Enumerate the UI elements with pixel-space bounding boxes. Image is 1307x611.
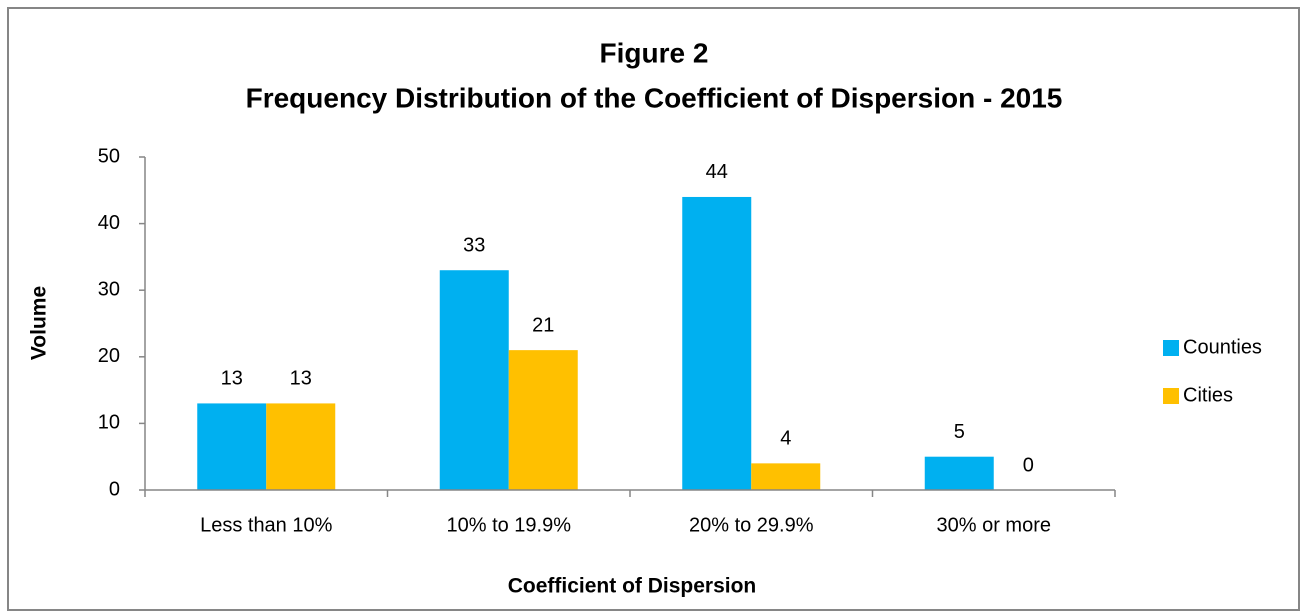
- bar: [508, 350, 578, 490]
- y-tick-label: 20: [98, 345, 120, 367]
- bar: [751, 463, 821, 490]
- legend-swatch: [1163, 388, 1179, 404]
- data-label: 5: [954, 421, 965, 443]
- data-label: 13: [290, 368, 312, 390]
- data-label: 13: [221, 368, 243, 390]
- x-tick-label: 10% to 19.9%: [446, 514, 571, 536]
- y-tick-label: 50: [98, 145, 120, 167]
- x-tick-label: 30% or more: [937, 514, 1052, 536]
- bar: [266, 403, 336, 490]
- bar: [924, 456, 994, 490]
- y-tick-label: 40: [98, 212, 120, 234]
- data-label: 21: [532, 314, 554, 336]
- bar: [197, 403, 267, 490]
- chart-border: [7, 7, 1300, 611]
- x-tick-label: 20% to 29.9%: [689, 514, 814, 536]
- bar: [682, 196, 752, 490]
- y-axis-label: Volume: [28, 286, 51, 360]
- legend-label: Counties: [1183, 336, 1262, 358]
- data-label: 44: [706, 161, 728, 183]
- y-tick-label: 0: [109, 478, 120, 500]
- data-label: 0: [1023, 454, 1034, 476]
- y-tick-label: 30: [98, 278, 120, 300]
- y-tick-label: 10: [98, 412, 120, 434]
- x-tick-label: Less than 10%: [200, 514, 333, 536]
- bar: [439, 270, 509, 490]
- chart-subtitle: Frequency Distribution of the Coefficien…: [246, 82, 1063, 113]
- legend-label: Cities: [1183, 384, 1233, 406]
- x-axis-label: Coefficient of Dispersion: [508, 575, 757, 598]
- legend-swatch: [1163, 340, 1179, 356]
- chart-title: Figure 2: [600, 37, 709, 68]
- data-label: 33: [463, 235, 485, 257]
- data-label: 4: [780, 428, 791, 450]
